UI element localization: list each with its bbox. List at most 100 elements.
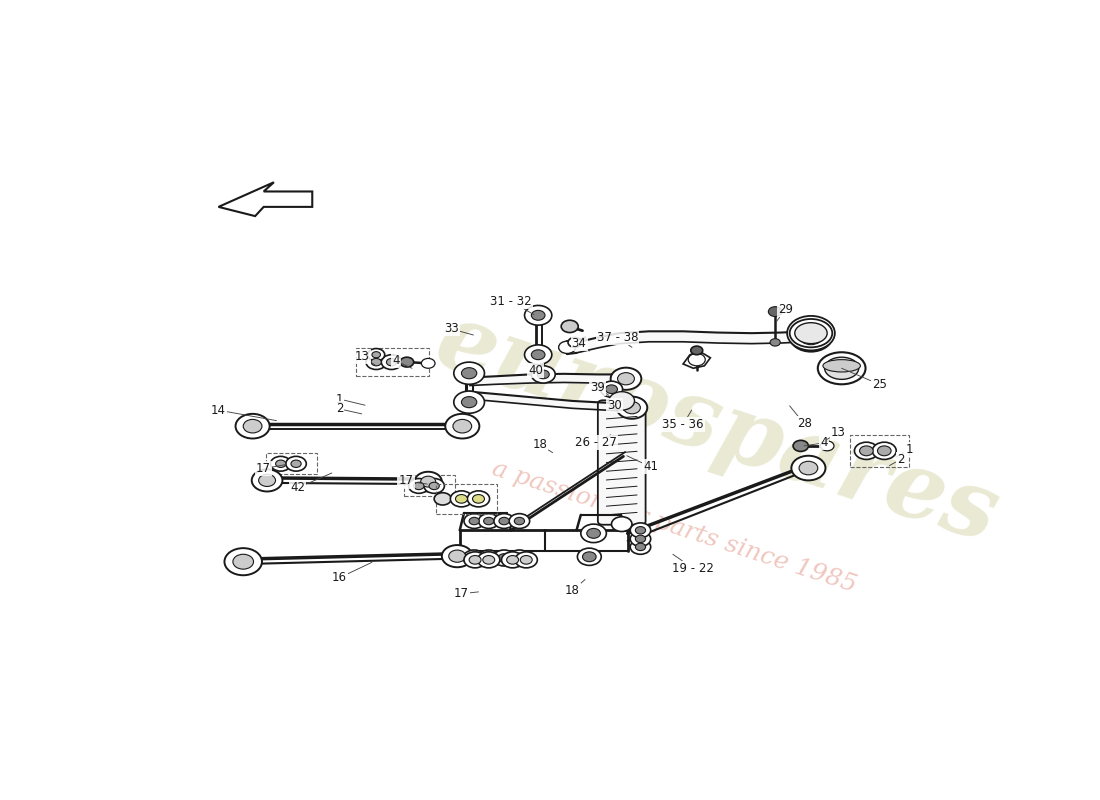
Circle shape (464, 552, 486, 568)
Circle shape (559, 341, 575, 354)
Circle shape (791, 456, 825, 480)
Circle shape (499, 518, 509, 525)
Circle shape (561, 320, 579, 333)
Circle shape (525, 306, 552, 325)
Circle shape (578, 548, 602, 566)
Circle shape (531, 366, 556, 383)
Text: 13: 13 (355, 350, 376, 366)
Circle shape (799, 462, 817, 475)
Circle shape (235, 414, 270, 438)
Circle shape (469, 554, 481, 562)
Circle shape (258, 474, 275, 486)
Circle shape (493, 550, 515, 566)
Circle shape (463, 550, 485, 566)
Circle shape (612, 517, 631, 531)
Ellipse shape (823, 360, 860, 372)
Text: 19 - 22: 19 - 22 (672, 554, 714, 575)
Circle shape (617, 373, 635, 385)
Polygon shape (219, 182, 312, 216)
Circle shape (520, 555, 532, 564)
Circle shape (531, 310, 544, 320)
Text: 17: 17 (398, 474, 427, 487)
Ellipse shape (790, 319, 833, 347)
Circle shape (469, 518, 480, 525)
Text: 34: 34 (572, 337, 590, 351)
Text: 4: 4 (804, 436, 827, 450)
Circle shape (372, 352, 381, 358)
Text: 14: 14 (211, 404, 276, 421)
Circle shape (483, 555, 495, 564)
Circle shape (434, 493, 451, 505)
Circle shape (453, 419, 472, 433)
Text: 37 - 38: 37 - 38 (596, 331, 638, 347)
Circle shape (224, 548, 262, 575)
Circle shape (859, 446, 873, 456)
Text: 40: 40 (528, 364, 544, 378)
Circle shape (454, 362, 484, 384)
Circle shape (624, 402, 640, 414)
Circle shape (768, 306, 782, 317)
Circle shape (689, 354, 705, 366)
Circle shape (477, 552, 499, 568)
Circle shape (450, 491, 473, 507)
Circle shape (581, 524, 606, 542)
Text: a passion for parts since 1985: a passion for parts since 1985 (490, 458, 860, 597)
Circle shape (484, 518, 494, 525)
Circle shape (601, 382, 623, 398)
Text: 13: 13 (826, 426, 846, 440)
Circle shape (400, 357, 414, 367)
Circle shape (243, 419, 262, 433)
Text: 17: 17 (256, 462, 287, 475)
Text: 30: 30 (607, 399, 623, 412)
Circle shape (464, 514, 484, 529)
Circle shape (568, 338, 582, 347)
Text: 31 - 32: 31 - 32 (491, 294, 534, 314)
Text: 2: 2 (336, 402, 362, 415)
Circle shape (636, 526, 646, 534)
Circle shape (442, 545, 473, 567)
Circle shape (366, 354, 386, 370)
Circle shape (800, 328, 823, 345)
Circle shape (252, 470, 283, 491)
Circle shape (367, 349, 385, 361)
Circle shape (424, 478, 444, 494)
Text: 39: 39 (591, 382, 609, 395)
Circle shape (483, 554, 495, 562)
Circle shape (793, 440, 808, 451)
Circle shape (498, 554, 510, 562)
Circle shape (454, 391, 484, 414)
Circle shape (276, 460, 286, 467)
Circle shape (462, 368, 476, 378)
Circle shape (371, 358, 382, 366)
Circle shape (630, 531, 651, 546)
Circle shape (636, 543, 646, 550)
Circle shape (855, 442, 878, 459)
Circle shape (630, 539, 651, 554)
Circle shape (508, 550, 530, 566)
Circle shape (462, 397, 476, 408)
Circle shape (271, 456, 292, 471)
Circle shape (455, 494, 468, 503)
Circle shape (583, 552, 596, 562)
Text: 28: 28 (790, 406, 812, 430)
Circle shape (286, 456, 306, 471)
Circle shape (478, 514, 499, 529)
Circle shape (790, 321, 833, 352)
Circle shape (617, 397, 647, 418)
Circle shape (609, 392, 635, 410)
Text: 1: 1 (336, 393, 365, 406)
Circle shape (821, 441, 834, 451)
Circle shape (514, 554, 526, 562)
Ellipse shape (825, 357, 859, 379)
Text: 18: 18 (532, 438, 552, 453)
Circle shape (494, 514, 515, 529)
Circle shape (473, 494, 484, 503)
Circle shape (469, 555, 481, 564)
Circle shape (636, 535, 646, 542)
Circle shape (586, 529, 601, 538)
Text: 2: 2 (890, 453, 904, 466)
Circle shape (872, 442, 896, 459)
Circle shape (630, 523, 651, 538)
Circle shape (788, 316, 835, 350)
Circle shape (421, 358, 434, 368)
